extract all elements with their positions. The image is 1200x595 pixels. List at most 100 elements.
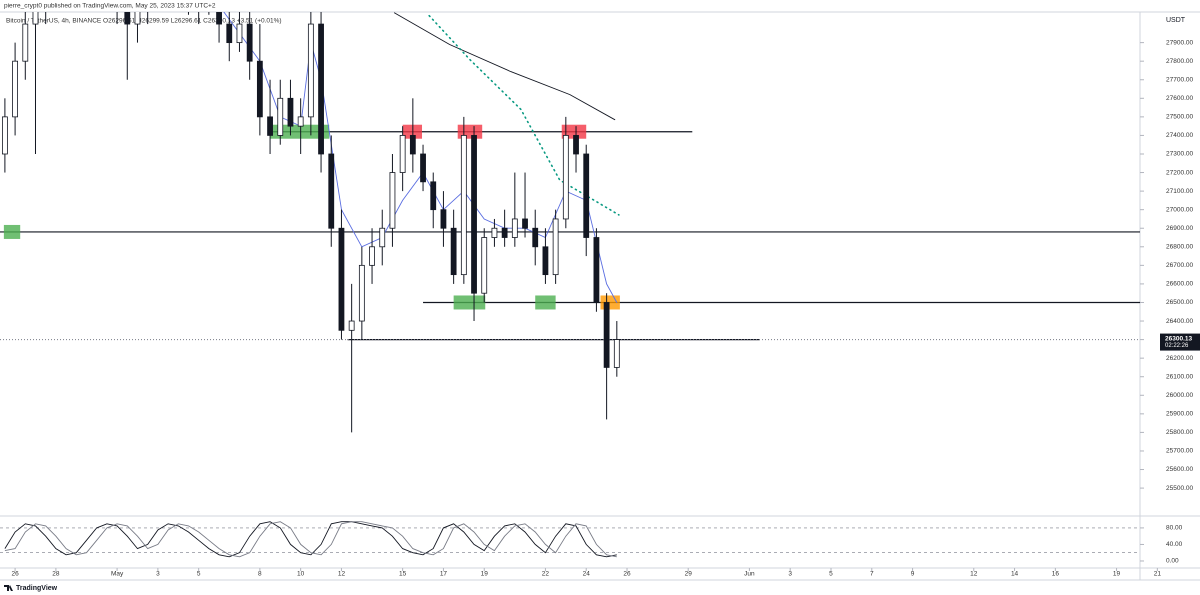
candle-body bbox=[124, 12, 131, 25]
candle-body bbox=[226, 23, 233, 44]
x-tick-label: 12 bbox=[338, 571, 346, 578]
x-tick-label: 22 bbox=[542, 571, 550, 578]
x-tick-label: 21 bbox=[1154, 571, 1162, 578]
y-tick-label: 27500.00 bbox=[1166, 114, 1193, 121]
x-tick-label: 19 bbox=[1113, 571, 1121, 578]
x-tick-label: 12 bbox=[970, 571, 978, 578]
symbol-legend: Bitcoin / TetherUS, 4h, BINANCE O26296.6… bbox=[6, 18, 282, 25]
stoch-k bbox=[4, 521, 617, 558]
x-tick-label: 15 bbox=[399, 571, 407, 578]
x-tick-label: 24 bbox=[583, 571, 591, 578]
candle-body bbox=[287, 97, 294, 127]
y-tick-label: 25900.00 bbox=[1166, 411, 1193, 418]
x-tick-label: 5 bbox=[197, 571, 201, 578]
y-tick-label: 25800.00 bbox=[1166, 429, 1193, 436]
candle-body bbox=[297, 116, 304, 127]
x-tick-label: 9 bbox=[911, 571, 915, 578]
candle-body bbox=[501, 227, 508, 238]
x-tick-label: 17 bbox=[440, 571, 448, 578]
y-tick-label: 26900.00 bbox=[1166, 225, 1193, 232]
footer-brand: TradingView bbox=[16, 585, 58, 592]
y-tick-label: 26000.00 bbox=[1166, 392, 1193, 399]
y-tick-label: 26700.00 bbox=[1166, 262, 1193, 269]
zone-box bbox=[402, 124, 423, 139]
candle-body bbox=[491, 227, 498, 238]
osc-tick-label: 0.00 bbox=[1166, 558, 1179, 565]
x-tick-label: 8 bbox=[258, 571, 262, 578]
candle-body bbox=[12, 60, 18, 118]
last-price-label: 26300.13 bbox=[1165, 335, 1192, 342]
y-tick-label: 26200.00 bbox=[1166, 355, 1193, 362]
y-tick-label: 26800.00 bbox=[1166, 244, 1193, 251]
candle-body bbox=[338, 227, 345, 331]
candle-body bbox=[307, 23, 314, 118]
y-tick-label: 27600.00 bbox=[1166, 95, 1193, 102]
countdown-label: 02:22:26 bbox=[1165, 343, 1189, 349]
y-tick-label: 25700.00 bbox=[1166, 448, 1193, 455]
candle-body bbox=[460, 135, 467, 276]
y-tick-label: 27200.00 bbox=[1166, 169, 1193, 176]
osc-tick-label: 80.00 bbox=[1166, 525, 1183, 532]
x-tick-label: 26 bbox=[11, 571, 19, 578]
x-tick-label: 14 bbox=[1011, 571, 1019, 578]
main-pane bbox=[0, 12, 1140, 433]
candle-body bbox=[358, 264, 365, 322]
candle-body bbox=[32, 12, 39, 25]
candle-body bbox=[399, 135, 406, 173]
candle-body bbox=[450, 227, 457, 276]
candle-body bbox=[430, 181, 437, 211]
candle-body bbox=[379, 227, 386, 248]
candle-body bbox=[573, 135, 579, 155]
zone-box bbox=[535, 295, 556, 310]
y-tick-label: 27700.00 bbox=[1166, 76, 1193, 83]
candle-body bbox=[328, 153, 335, 229]
candle-body bbox=[511, 218, 518, 238]
x-tick-label: 16 bbox=[1052, 571, 1060, 578]
candle-body bbox=[216, 12, 222, 25]
candle-body bbox=[593, 237, 600, 303]
stoch-d bbox=[4, 521, 617, 558]
candle-body bbox=[389, 172, 396, 229]
candle-body bbox=[22, 23, 29, 62]
zone-box bbox=[3, 224, 21, 239]
candle-body bbox=[318, 23, 324, 155]
candle-body bbox=[236, 23, 243, 44]
candle-body bbox=[542, 246, 549, 276]
y-tick-label: 27100.00 bbox=[1166, 188, 1193, 195]
candle-body bbox=[471, 135, 477, 294]
x-tick-label: 3 bbox=[156, 571, 160, 578]
candle-body bbox=[277, 97, 284, 136]
zone-box bbox=[453, 295, 486, 310]
candle-body bbox=[532, 227, 539, 248]
y-tick-label: 26500.00 bbox=[1166, 299, 1193, 306]
x-tick-label: 5 bbox=[829, 571, 833, 578]
x-tick-label: 10 bbox=[297, 571, 305, 578]
candle-body bbox=[522, 218, 528, 229]
x-tick-label: 29 bbox=[685, 571, 693, 578]
x-tick-label: 19 bbox=[481, 571, 489, 578]
candle-body bbox=[369, 246, 375, 266]
osc-tick-label: 40.00 bbox=[1166, 541, 1183, 548]
candle-body bbox=[603, 302, 610, 368]
x-tick-label: Jun bbox=[744, 571, 755, 578]
zone-box bbox=[270, 124, 330, 139]
candle-body bbox=[409, 135, 416, 155]
candle-body bbox=[420, 153, 426, 183]
x-tick-label: 28 bbox=[52, 571, 60, 578]
candle-body bbox=[613, 339, 620, 368]
x-tick-label: 7 bbox=[870, 571, 874, 578]
y-tick-label: 27300.00 bbox=[1166, 151, 1193, 158]
brand-logo bbox=[4, 585, 13, 591]
candle-body bbox=[440, 209, 447, 229]
candle-body bbox=[256, 60, 263, 118]
candle-body bbox=[246, 23, 253, 62]
axes: 25500.00 25600.00 25700.00 25800.00 25900.00… bbox=[11, 39, 1200, 578]
candle-body bbox=[267, 116, 273, 136]
y-tick-label: 27900.00 bbox=[1166, 39, 1193, 46]
publish-header: pierre_crypt0 published on TradingView.c… bbox=[4, 3, 216, 10]
y-tick-label: 25600.00 bbox=[1166, 466, 1193, 473]
y-tick-label: 26600.00 bbox=[1166, 281, 1193, 288]
oscillator-pane bbox=[0, 521, 1140, 558]
